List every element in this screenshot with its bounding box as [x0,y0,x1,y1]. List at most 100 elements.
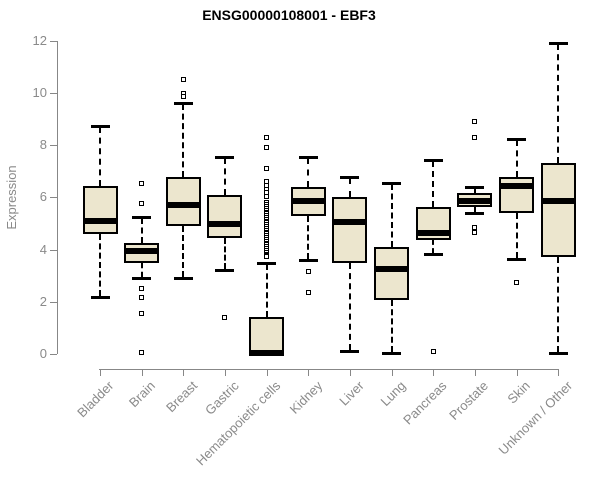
lower-whisker-gastric [223,237,226,270]
outlier-point-brain [139,201,145,207]
box-bladder [82,185,118,234]
y-tick-label: 2 [39,293,47,309]
upper-whisker-breast [182,104,185,177]
x-category-label-breast: Breast [162,378,200,416]
outlier-point-kidney [305,290,311,296]
x-tick [474,369,476,376]
median-line-gastric [207,220,243,227]
upper-whisker-prostate [473,187,476,194]
box-unknown-other [540,163,576,258]
lower-whisker-cap-skin [507,257,526,261]
lower-whisker-liver [348,262,351,351]
median-line-brain [124,247,160,254]
median-line-liver [332,219,368,226]
outlier-point-brain [139,350,145,356]
y-axis-label: Expression [4,165,19,230]
outlier-point-brain [139,311,145,317]
lower-whisker-cap-unknown-other [548,351,568,355]
lower-whisker-breast [182,226,185,278]
x-category-label-gastric: Gastric [201,378,242,418]
outlier-point-prostate [472,134,478,140]
lower-whisker-cap-pancreas [423,252,443,256]
box-liver [332,197,368,263]
lower-whisker-cap-brain [132,277,152,281]
outlier-point-breast [180,94,186,100]
upper-whisker-cap-unknown-other [548,42,568,46]
box-breast [165,176,201,227]
lower-whisker-cap-lung [382,351,402,355]
y-tick-label: 6 [39,189,47,205]
y-tick [50,301,57,303]
x-tick [391,369,393,376]
y-tick [50,354,57,355]
y-tick [50,249,57,251]
outlier-point-skin [514,279,519,285]
outlier-point-breast [180,77,186,83]
x-axis-line [99,369,559,370]
median-line-unknown-other [540,198,576,205]
upper-whisker-liver [348,177,351,198]
lower-whisker-brain [140,262,143,278]
outlier-point-prostate [472,230,478,236]
lower-whisker-cap-bladder [90,295,110,299]
x-tick [349,369,351,376]
x-category-label-brain: Brain [126,378,159,411]
y-tick [50,93,57,94]
lower-whisker-cap-breast [173,277,193,281]
x-tick [141,369,143,376]
chart-title: ENSG00000108001 - EBF3 [202,7,376,23]
upper-whisker-pancreas [432,160,435,207]
y-tick-label: 8 [39,137,47,153]
x-category-label-pancreas: Pancreas [400,378,450,428]
x-tick [224,369,226,376]
upper-whisker-lung [390,184,393,247]
y-tick [50,197,57,199]
upper-whisker-cap-kidney [298,155,318,159]
outlier-point-kidney [305,269,311,275]
upper-whisker-cap-prostate [465,185,485,189]
upper-whisker-kidney [307,157,310,187]
outlier-point-brain [139,295,145,301]
median-line-bladder [82,217,118,224]
outlier-point-hematopoietic-cells [264,145,270,151]
lower-whisker-cap-prostate [465,212,485,216]
x-tick [183,369,185,376]
outlier-point-brain [139,286,145,292]
upper-whisker-cap-bladder [90,124,110,128]
x-category-label-kidney: Kidney [286,378,325,417]
upper-whisker-hematopoietic-cells [265,263,268,318]
y-tick-label: 4 [39,241,47,257]
upper-whisker-cap-brain [132,215,152,219]
y-tick-label: 10 [32,85,47,100]
upper-whisker-brain [140,217,143,244]
outlier-point-pancreas [430,348,436,354]
outlier-point-gastric [222,314,228,320]
box-lung [374,246,410,301]
lower-whisker-bladder [99,233,101,296]
upper-whisker-unknown-other [557,44,560,164]
outlier-point-hematopoietic-cells [264,166,270,172]
upper-whisker-gastric [223,157,226,195]
lower-whisker-skin [515,213,518,258]
upper-whisker-cap-liver [340,175,360,179]
upper-whisker-bladder [99,126,101,186]
upper-whisker-cap-pancreas [423,158,443,162]
median-line-prostate [457,198,493,205]
lower-whisker-cap-gastric [215,269,235,273]
lower-whisker-lung [390,300,393,352]
x-tick [100,369,101,376]
x-category-label-liver: Liver [335,378,367,409]
y-tick-label: 0 [39,346,47,361]
lower-whisker-kidney [307,215,310,260]
upper-whisker-cap-gastric [215,155,235,159]
box-skin [499,176,534,214]
x-category-label-bladder: Bladder [74,378,117,421]
median-line-skin [499,182,534,189]
median-line-pancreas [415,229,451,236]
y-axis-line [57,41,58,354]
lower-whisker-prostate [473,206,476,213]
box-hematopoietic-cells [249,317,285,354]
outlier-point-brain [139,180,145,186]
x-tick [308,369,310,376]
